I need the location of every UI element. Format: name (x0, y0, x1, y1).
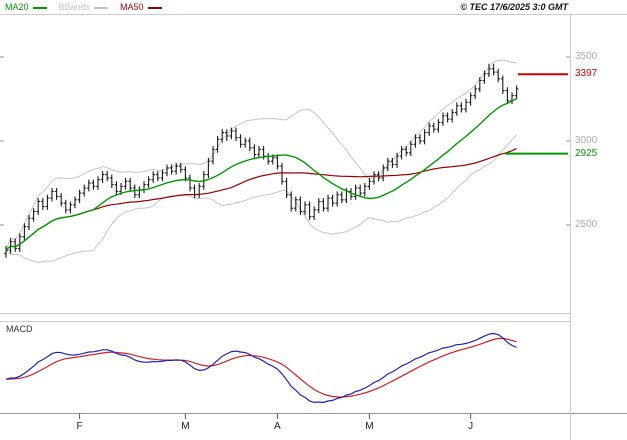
legend-item-bbands: BBands (59, 2, 109, 13)
copyright-text: © TEC 17/6/2025 3:0 GMT (460, 2, 568, 12)
price-tick-3000: 3000 (575, 135, 598, 146)
month-label: F (76, 421, 83, 432)
bbands-line-swatch (94, 6, 109, 9)
resistance-price-label: 3397 (575, 68, 598, 79)
support-price-label: 2925 (575, 148, 598, 159)
month-label: A (274, 421, 281, 432)
price-tick-3500: 3500 (575, 51, 598, 62)
month-label: J (468, 421, 474, 432)
ma50-line-swatch (147, 6, 162, 9)
legend-item-ma20: MA20 (5, 2, 47, 13)
ma20-label: MA20 (5, 2, 29, 12)
ma20-line-swatch (32, 6, 47, 9)
legend: MA20 BBands MA50 (5, 2, 162, 13)
ma50-label: MA50 (120, 2, 144, 12)
bbands-label: BBands (58, 2, 91, 12)
legend-item-ma50: MA50 (120, 2, 162, 13)
macd-panel-label: MACD (6, 324, 33, 334)
month-label: M (365, 421, 374, 432)
month-label: M (181, 421, 190, 432)
price-tick-2500: 2500 (575, 219, 598, 230)
